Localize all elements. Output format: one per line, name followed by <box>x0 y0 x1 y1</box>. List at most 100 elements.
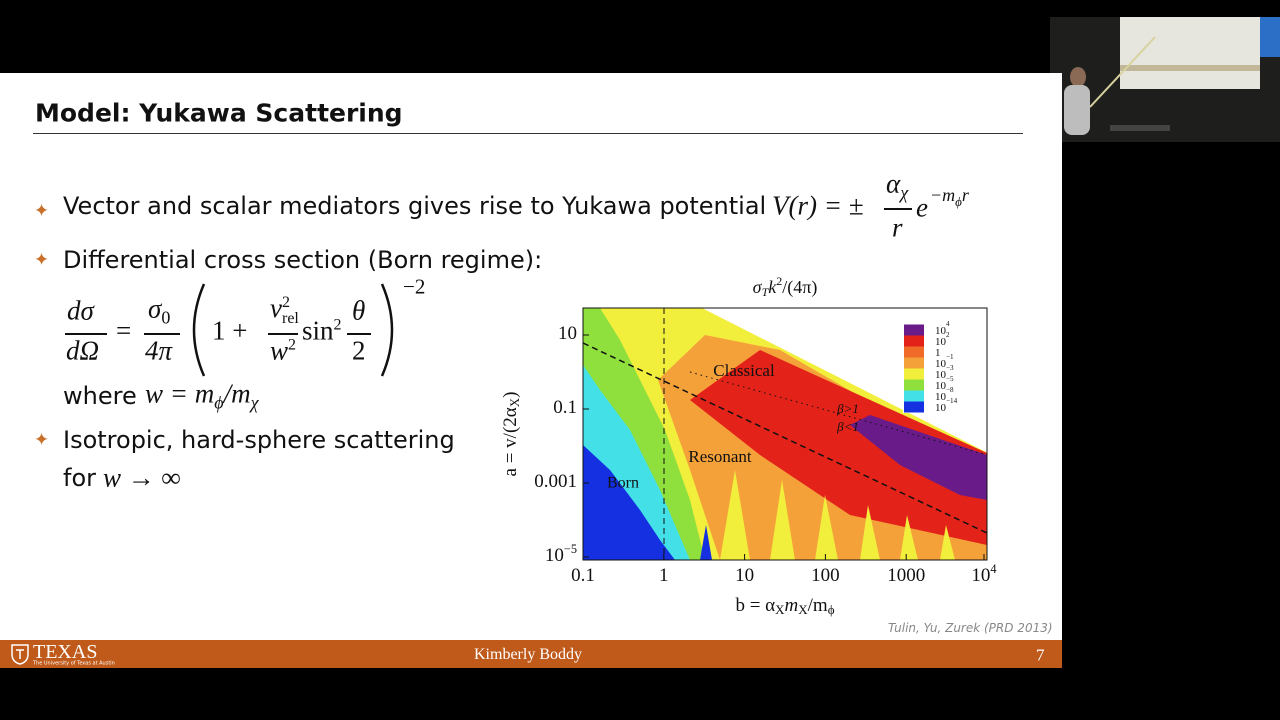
math: χ <box>250 392 259 413</box>
webcam-inset <box>1050 17 1280 142</box>
math: r <box>961 185 969 206</box>
label-base: 10 <box>935 391 947 403</box>
math: w2 <box>270 336 297 365</box>
x-tick-label: 1 <box>659 565 669 586</box>
legend-label: 10−1 <box>935 353 954 370</box>
bullet-text: Differential cross section (Born regime)… <box>63 246 543 274</box>
region <box>690 350 987 545</box>
label-base: 0.1 <box>571 565 595 586</box>
math: w = m <box>145 378 215 409</box>
math: 2 <box>288 336 297 354</box>
math: rel <box>281 310 299 327</box>
label-base: 1000 <box>887 565 925 586</box>
math: ϕ <box>828 602 835 617</box>
math: dσ <box>67 295 94 326</box>
math: b = α <box>735 595 775 616</box>
math: /m <box>223 378 251 409</box>
region <box>720 470 955 560</box>
region <box>850 415 987 500</box>
label-base: 10 <box>935 369 947 381</box>
bullet-icon: ✦ <box>34 200 50 222</box>
label-base: 1 <box>659 565 669 586</box>
y-axis-label: a = v/(2αX) <box>500 392 522 477</box>
math: ϕ <box>955 193 962 209</box>
math: r <box>892 212 903 243</box>
figure: Classical Resonant Born β>1 β<1 σTk2/(4π… <box>500 274 996 617</box>
math: v <box>270 293 282 324</box>
bullet-text: Vector and scalar mediators gives rise t… <box>63 192 767 220</box>
math: 2 <box>281 294 290 311</box>
label-exponent: −5 <box>946 375 954 383</box>
math: w → ∞ <box>103 462 181 493</box>
fraction-bar <box>268 333 298 335</box>
label-base: 100 <box>811 565 840 586</box>
region-label: Classical <box>713 361 775 380</box>
math: −m <box>930 185 956 206</box>
math: σ <box>148 293 162 324</box>
math: V(r) = ± <box>772 190 864 221</box>
math: X <box>775 602 785 617</box>
math: −2 <box>403 274 426 299</box>
region-label: β>1 <box>836 401 859 416</box>
bullet-text: where <box>63 382 137 410</box>
math: dΩ <box>66 335 100 366</box>
bullet-icon: ✦ <box>34 249 50 271</box>
axes-frame <box>582 307 988 561</box>
math: 1 + <box>212 315 248 346</box>
x-tick-label: 10 <box>735 565 754 586</box>
label-exponent: −8 <box>946 386 954 394</box>
legend-swatch <box>904 335 924 347</box>
parentheses <box>192 283 394 377</box>
legend-label: 104 <box>935 320 950 337</box>
logo-text: TEXAS <box>33 641 98 663</box>
legend-label: 102 <box>935 331 950 348</box>
x-tick-label: 104 <box>971 562 996 587</box>
math: V(r) = ± <box>772 190 864 221</box>
legend-swatch <box>904 368 924 380</box>
math: X <box>507 397 522 407</box>
fraction-bar <box>65 333 107 335</box>
math: 4π <box>145 335 173 366</box>
region <box>700 525 712 560</box>
math: sin <box>302 315 334 346</box>
fraction-bar <box>884 208 912 210</box>
logo-shield <box>11 644 29 665</box>
label-exponent: −5 <box>564 542 577 556</box>
legend-label: 1 <box>935 347 941 359</box>
label-base: 10 <box>935 402 947 414</box>
math: w = mϕ/mχ <box>145 378 259 413</box>
math: ϕ <box>214 392 224 413</box>
label-exponent: 4 <box>990 562 996 576</box>
math: T <box>762 285 770 299</box>
y-tick-label: 10 <box>558 323 577 344</box>
region <box>583 445 675 560</box>
math: −mϕr <box>930 186 969 208</box>
legend-label: 10−8 <box>935 386 954 403</box>
region-label: β<1 <box>836 419 859 434</box>
title-rule <box>33 133 1023 134</box>
label-base: 1 <box>935 347 941 359</box>
legend-label: 10−3 <box>935 364 954 381</box>
math: 2 <box>352 335 366 366</box>
label-base: 10 <box>735 565 754 586</box>
math: m <box>785 595 799 616</box>
label-base: 0.001 <box>534 471 577 492</box>
label-base: 10 <box>935 325 947 337</box>
label-exponent: −14 <box>946 397 958 405</box>
footer-bar: TEXAS The University of Texas at Austin … <box>0 640 1062 668</box>
math: e <box>916 192 928 223</box>
label-base: 10 <box>558 323 577 344</box>
math: a = v/(2α <box>500 407 521 476</box>
fraction-bar <box>347 333 371 335</box>
bullet-text: for <box>63 464 96 492</box>
math: α <box>886 168 901 199</box>
legend-swatch <box>904 401 924 413</box>
y-tick-label: 10−5 <box>545 542 577 567</box>
math: sin2 <box>302 315 342 346</box>
legend-swatch <box>904 357 924 369</box>
fraction-bar <box>144 333 180 335</box>
x-tick-label: 100 <box>811 565 840 586</box>
x-tick-label: 0.1 <box>571 565 595 586</box>
label-exponent: 2 <box>946 331 950 339</box>
